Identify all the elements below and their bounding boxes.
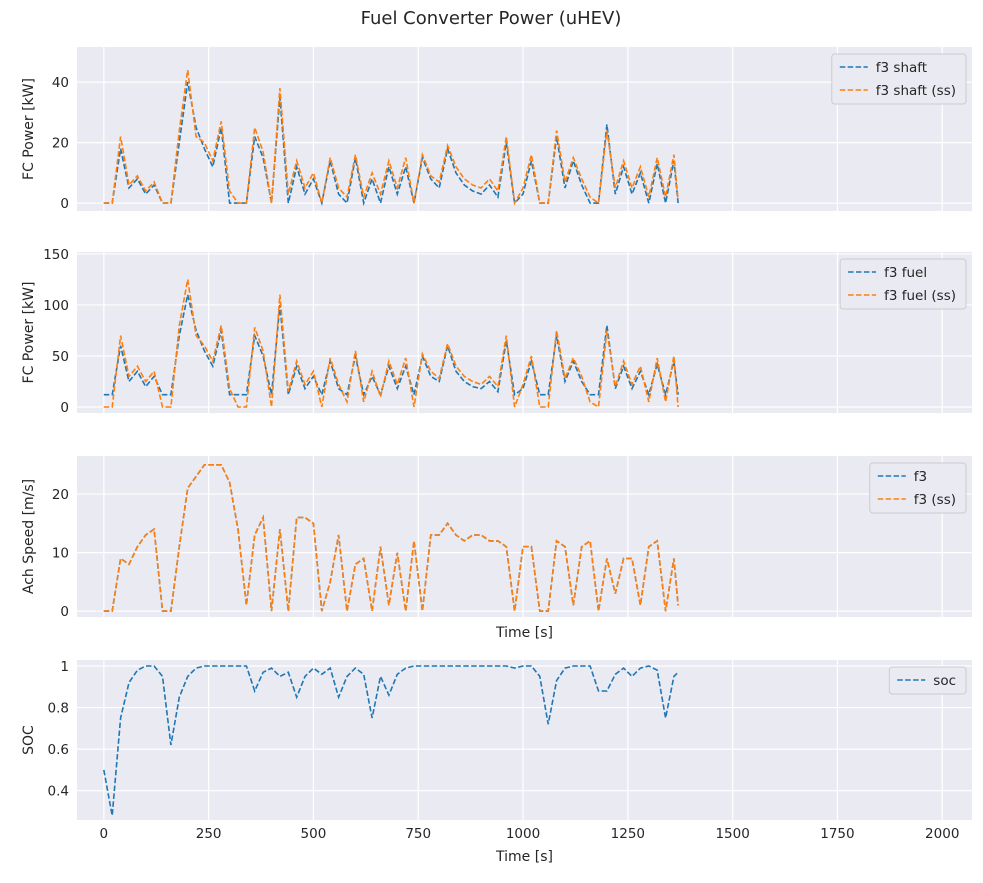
y-tick-label: 0.6: [48, 742, 69, 758]
x-tick-label: 1500: [715, 826, 749, 842]
legend: f3 f3 (ss): [869, 462, 967, 514]
legend-label: f3 fuel (ss): [884, 288, 956, 304]
x-tick-label: 500: [301, 826, 327, 842]
x-tick-label: 1750: [820, 826, 854, 842]
y-tick-label: 0.8: [48, 701, 69, 717]
legend-label: f3 shaft: [876, 60, 927, 76]
y-tick-label: 50: [52, 349, 69, 365]
y-tick-label: 40: [52, 75, 69, 91]
y-tick-label: 1: [60, 659, 69, 675]
y-axis-label: FC Power [kW]: [21, 282, 37, 384]
x-axis-label: Time [s]: [495, 625, 553, 641]
series-line: [103, 279, 679, 409]
y-tick-label: 0.4: [48, 784, 69, 800]
legend-box: [839, 258, 967, 310]
x-tick-label: 250: [196, 826, 222, 842]
legend-label: f3 (ss): [914, 492, 956, 508]
x-tick-label: 0: [100, 826, 109, 842]
legend-label: f3: [914, 469, 927, 485]
x-tick-label: 1250: [611, 826, 645, 842]
legend-label: f3 fuel: [884, 265, 927, 281]
y-axis-label: SOC: [21, 725, 37, 755]
y-tick-label: 0: [60, 400, 69, 416]
y-tick-label: 20: [52, 487, 69, 503]
series-line: [103, 81, 679, 207]
legend-box: [888, 666, 967, 695]
plot-area: [77, 660, 972, 820]
y-tick-label: 10: [52, 546, 69, 562]
series-line: [103, 464, 679, 612]
y-axis-label: Ach Speed [m/s]: [21, 479, 37, 594]
x-axis-label: Time [s]: [495, 849, 553, 865]
legend: soc: [888, 666, 967, 695]
series-line: [103, 665, 679, 816]
x-tick-label: 2000: [925, 826, 959, 842]
figure-title: Fuel Converter Power (uHEV): [361, 8, 622, 29]
y-tick-label: 150: [43, 247, 69, 263]
y-axis-label: FC Power [kW]: [21, 78, 37, 180]
y-tick-label: 0: [60, 604, 69, 620]
legend-label: f3 shaft (ss): [876, 83, 956, 99]
y-tick-label: 20: [52, 136, 69, 152]
legend: f3 fuel f3 fuel (ss): [839, 258, 967, 310]
x-tick-label: 750: [405, 826, 431, 842]
legend: f3 shaft f3 shaft (ss): [831, 53, 967, 105]
series-line: [103, 69, 679, 206]
y-tick-label: 0: [60, 196, 69, 212]
y-tick-label: 100: [43, 298, 69, 314]
x-tick-label: 1000: [506, 826, 540, 842]
legend-label: soc: [933, 673, 956, 689]
plot-area: [77, 456, 972, 617]
